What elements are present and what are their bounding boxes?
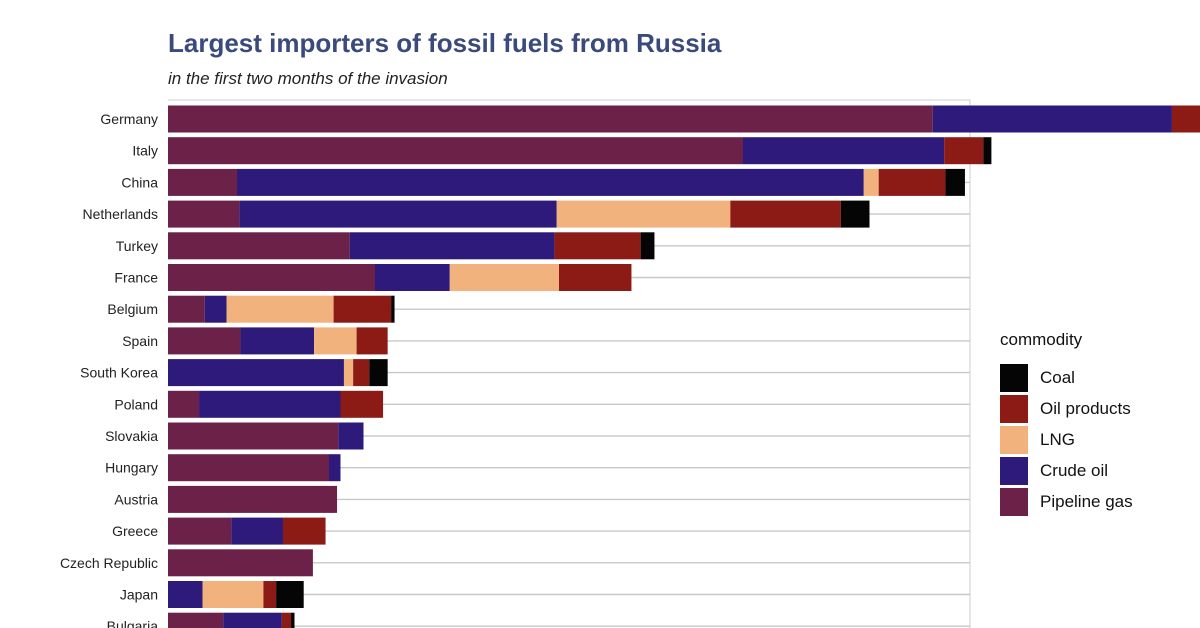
- bar-segment-coal: [291, 612, 295, 628]
- bar-segment-crude-oil: [168, 581, 203, 608]
- bar-segment-pipeline-gas: [168, 485, 338, 513]
- bar-segment-coal: [391, 295, 395, 323]
- legend-item: Pipeline gas: [1000, 486, 1133, 517]
- bar-segment-pipeline-gas: [168, 454, 329, 482]
- bar-segment-coal: [276, 581, 304, 608]
- bar-segment-pipeline-gas: [168, 232, 350, 260]
- bar-segment-pipeline-gas: [168, 422, 339, 450]
- category-label: Belgium: [107, 301, 158, 317]
- bar-segment-crude-oil: [204, 295, 227, 323]
- legend-swatch: [1000, 456, 1028, 485]
- bar-segment-pipeline-gas: [168, 200, 240, 228]
- bar-segment-crude-oil: [237, 168, 864, 196]
- bar-segment-oil-products: [730, 200, 841, 228]
- category-labels: Germany Italy China Netherlands Turkey France…: [60, 111, 158, 628]
- bar-segment-pipeline-gas: [168, 264, 375, 291]
- bar-segment-crude-oil: [168, 359, 344, 387]
- plot-border: [168, 99, 971, 628]
- bar-segment-crude-oil: [932, 105, 1172, 133]
- bar-segment-lng: [343, 359, 354, 387]
- bar-segment-coal: [640, 232, 655, 260]
- bar-segment-crude-oil: [338, 422, 364, 450]
- legend-label: Pipeline gas: [1040, 491, 1133, 511]
- bar-segment-oil-products: [283, 517, 326, 545]
- bar-segment-oil-products: [333, 295, 392, 323]
- category-label: Austria: [114, 491, 158, 507]
- category-label: Bulgaria: [107, 618, 159, 628]
- legend-swatch: [1000, 363, 1028, 392]
- category-label: South Korea: [80, 365, 158, 381]
- chart-subtitle: in the first two months of the invasion: [168, 69, 448, 88]
- category-label: Japan: [120, 587, 158, 603]
- bar-segment-crude-oil: [239, 200, 557, 228]
- category-label: Germany: [100, 111, 158, 127]
- bar-segment-lng: [202, 581, 264, 608]
- bar-segment-crude-oil: [223, 612, 282, 628]
- bar-segment-crude-oil: [199, 390, 341, 418]
- bar-segment-crude-oil: [349, 232, 555, 260]
- bar-segment-oil-products: [554, 232, 641, 260]
- bar-segment-crude-oil: [231, 517, 283, 545]
- bar-segment-lng: [226, 295, 334, 323]
- legend-label: Crude oil: [1040, 460, 1109, 480]
- category-label: France: [114, 270, 158, 286]
- bar-segment-crude-oil: [375, 264, 450, 291]
- category-label: Netherlands: [83, 206, 159, 222]
- bar-segment-oil-products: [356, 327, 388, 355]
- bar-segment-pipeline-gas: [168, 105, 933, 133]
- bar-segment-pipeline-gas: [168, 168, 237, 196]
- category-label: Greece: [112, 523, 158, 539]
- category-label: Spain: [122, 333, 158, 349]
- legend-label: Oil products: [1040, 398, 1131, 418]
- bar-segment-pipeline-gas: [168, 517, 232, 545]
- bar-segment-oil-products: [281, 612, 292, 628]
- legend-title: commodity: [1000, 330, 1083, 349]
- bar-segment-lng: [863, 168, 879, 196]
- bar-segment-oil-products: [340, 390, 384, 418]
- bar-segment-lng: [314, 327, 357, 355]
- category-label: Italy: [132, 143, 158, 159]
- bar-segment-oil-products: [944, 137, 984, 165]
- legend-item: Crude oil: [1000, 455, 1133, 486]
- bar-segment-lng: [449, 264, 559, 291]
- legend-item: Oil products: [1000, 393, 1133, 424]
- bar-segment-oil-products: [263, 581, 277, 608]
- bar-segment-lng: [556, 200, 731, 228]
- chart-title: Largest importers of fossil fuels from R…: [168, 28, 722, 58]
- bar-segment-oil-products: [559, 264, 632, 291]
- bar-segment-oil-products: [878, 168, 946, 196]
- legend-label: Coal: [1040, 367, 1075, 387]
- category-label: Slovakia: [105, 428, 158, 444]
- bar-segment-coal: [983, 137, 992, 165]
- legend-item: Coal: [1000, 362, 1133, 393]
- bar-segment-crude-oil: [240, 327, 315, 355]
- bar-segment-coal: [369, 359, 388, 387]
- bars: [168, 105, 1200, 628]
- bar-segment-coal: [840, 200, 870, 228]
- legend-swatch: [1000, 425, 1028, 454]
- bar-segment-crude-oil: [743, 137, 945, 165]
- category-label: Turkey: [116, 238, 158, 254]
- legend-swatch: [1000, 394, 1028, 423]
- bar-segment-pipeline-gas: [168, 327, 241, 355]
- bar-segment-oil-products: [353, 359, 370, 387]
- legend: commodity Coal Oil products LNG Crude oil Pi…: [1000, 330, 1133, 517]
- bar-segment-coal: [945, 168, 965, 196]
- bar-segment-pipeline-gas: [168, 295, 205, 323]
- bar-segment-pipeline-gas: [168, 137, 743, 165]
- legend-label: LNG: [1040, 429, 1075, 449]
- category-label: China: [121, 174, 158, 190]
- bar-segment-pipeline-gas: [168, 390, 200, 418]
- bar-segment-oil-products: [1171, 105, 1200, 133]
- legend-item: LNG: [1000, 424, 1133, 455]
- category-label: Poland: [114, 396, 158, 412]
- bar-segment-pipeline-gas: [168, 549, 313, 577]
- category-label: Hungary: [105, 460, 158, 476]
- bar-segment-crude-oil: [329, 454, 341, 482]
- legend-swatch: [1000, 487, 1028, 516]
- category-label: Czech Republic: [60, 555, 158, 571]
- bar-segment-pipeline-gas: [168, 612, 224, 628]
